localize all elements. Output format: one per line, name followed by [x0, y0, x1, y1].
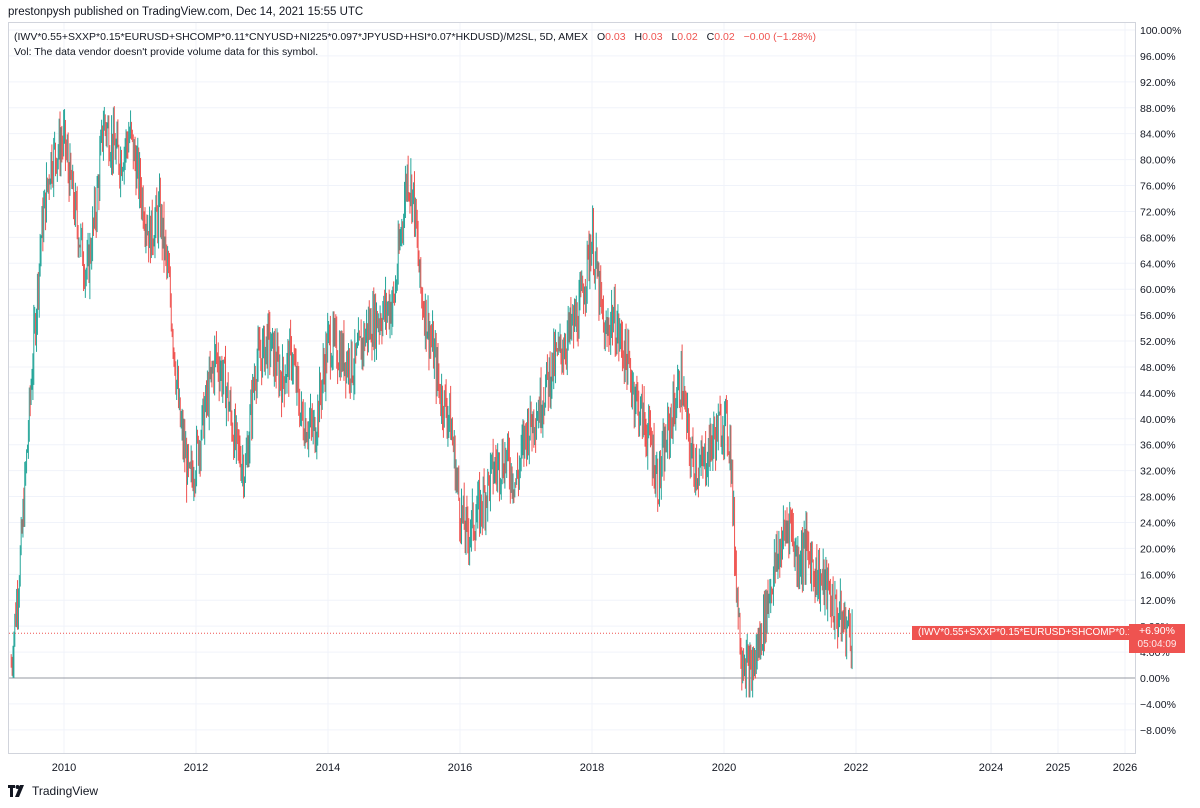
open-value: 0.03 [605, 31, 626, 43]
y-tick-label: 44.00% [1140, 388, 1176, 400]
footer-brand-text: TradingView [32, 784, 99, 798]
chart-frame [8, 22, 1136, 754]
tradingview-logo-icon [8, 785, 24, 797]
y-tick-label: 80.00% [1140, 155, 1176, 167]
y-tick-label: 20.00% [1140, 543, 1176, 555]
low-label: L [671, 31, 678, 43]
y-tick-label: 24.00% [1140, 517, 1176, 529]
y-tick-label: −4.00% [1140, 699, 1176, 711]
x-tick-label: 2026 [1113, 762, 1137, 774]
high-label: H [634, 31, 643, 43]
y-tick-label: 72.00% [1140, 206, 1176, 218]
x-tick-label: 2025 [1046, 762, 1070, 774]
close-value: 0.02 [714, 31, 735, 43]
close-label: C [706, 31, 715, 43]
x-tick-label: 2010 [52, 762, 76, 774]
y-tick-label: 32.00% [1140, 466, 1176, 478]
y-tick-label: 36.00% [1140, 440, 1176, 452]
y-tick-label: 56.00% [1140, 310, 1176, 322]
symbol-label[interactable]: (IWV*0.55+SXXP*0.15*EURUSD+SHCOMP*0.11*C… [14, 31, 589, 43]
open-label: O [596, 31, 606, 43]
y-tick-label: 40.00% [1140, 414, 1176, 426]
y-tick-label: 64.00% [1140, 258, 1176, 270]
x-tick-label: 2014 [316, 762, 340, 774]
y-tick-label: 48.00% [1140, 362, 1176, 374]
last-value-badge: +6.90% 05:04:09 [1129, 624, 1185, 653]
series-price-label: (IWV*0.55+SXXP*0.15*EURUSD+SHCOMP*0.1... [912, 626, 1148, 640]
volume-note: Vol: The data vendor doesn't provide vol… [14, 46, 319, 58]
y-tick-label: −8.00% [1140, 725, 1176, 737]
x-tick-label: 2018 [580, 762, 604, 774]
publisher-line: prestonpysh published on TradingView.com… [8, 6, 364, 18]
high-value: 0.03 [642, 31, 663, 43]
x-tick-label: 2022 [844, 762, 868, 774]
y-tick-label: 16.00% [1140, 569, 1176, 581]
y-tick-label: 52.00% [1140, 336, 1176, 348]
x-tick-label: 2024 [979, 762, 1003, 774]
change-value: −0.00 (−1.28%) [743, 31, 816, 43]
chart-legend: (IWV*0.55+SXXP*0.15*EURUSD+SHCOMP*0.11*C… [14, 30, 816, 60]
y-tick-label: 0.00% [1140, 673, 1170, 685]
y-tick-label: 76.00% [1140, 181, 1176, 193]
x-tick-label: 2012 [184, 762, 208, 774]
x-tick-label: 2020 [712, 762, 736, 774]
y-tick-label: 88.00% [1140, 103, 1176, 115]
y-tick-label: 68.00% [1140, 232, 1176, 244]
y-tick-label: 60.00% [1140, 284, 1176, 296]
y-tick-label: 28.00% [1140, 492, 1176, 504]
x-tick-label: 2016 [448, 762, 472, 774]
y-tick-label: 100.00% [1140, 25, 1181, 37]
low-value: 0.02 [677, 31, 698, 43]
y-tick-label: 12.00% [1140, 595, 1176, 607]
last-value: +6.90% [1139, 625, 1175, 637]
y-tick-label: 84.00% [1140, 129, 1176, 141]
bar-countdown: 05:04:09 [1137, 639, 1177, 650]
y-tick-label: 96.00% [1140, 51, 1176, 63]
footer-brand[interactable]: TradingView [8, 784, 98, 798]
y-tick-label: 92.00% [1140, 77, 1176, 89]
